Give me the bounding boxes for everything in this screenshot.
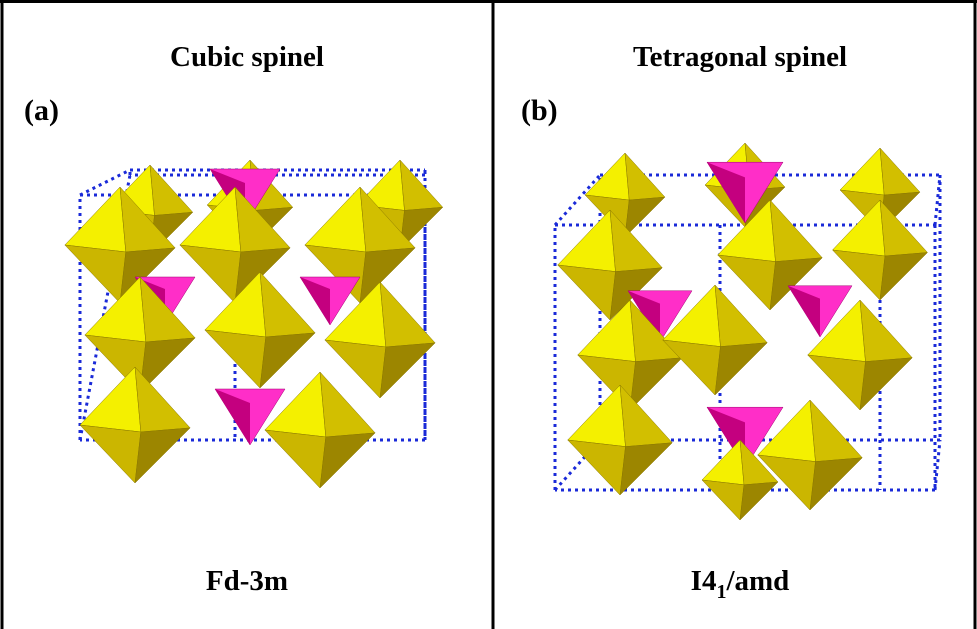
space-group-text: /amd xyxy=(725,565,789,597)
panel-title: Cubic spinel xyxy=(170,41,324,73)
space-group-text: I4 xyxy=(691,565,717,597)
panel-label: (a) xyxy=(24,94,59,127)
space-group-text: Fd-3m xyxy=(206,565,288,597)
figure: Cubic spinel (a) Fd-3m Tetragonal spinel… xyxy=(0,0,977,629)
panel-label: (b) xyxy=(521,94,558,127)
space-group-subscript: 1 xyxy=(716,581,726,603)
panel-title: Tetragonal spinel xyxy=(633,41,847,73)
space-group: Fd-3m xyxy=(206,565,288,597)
